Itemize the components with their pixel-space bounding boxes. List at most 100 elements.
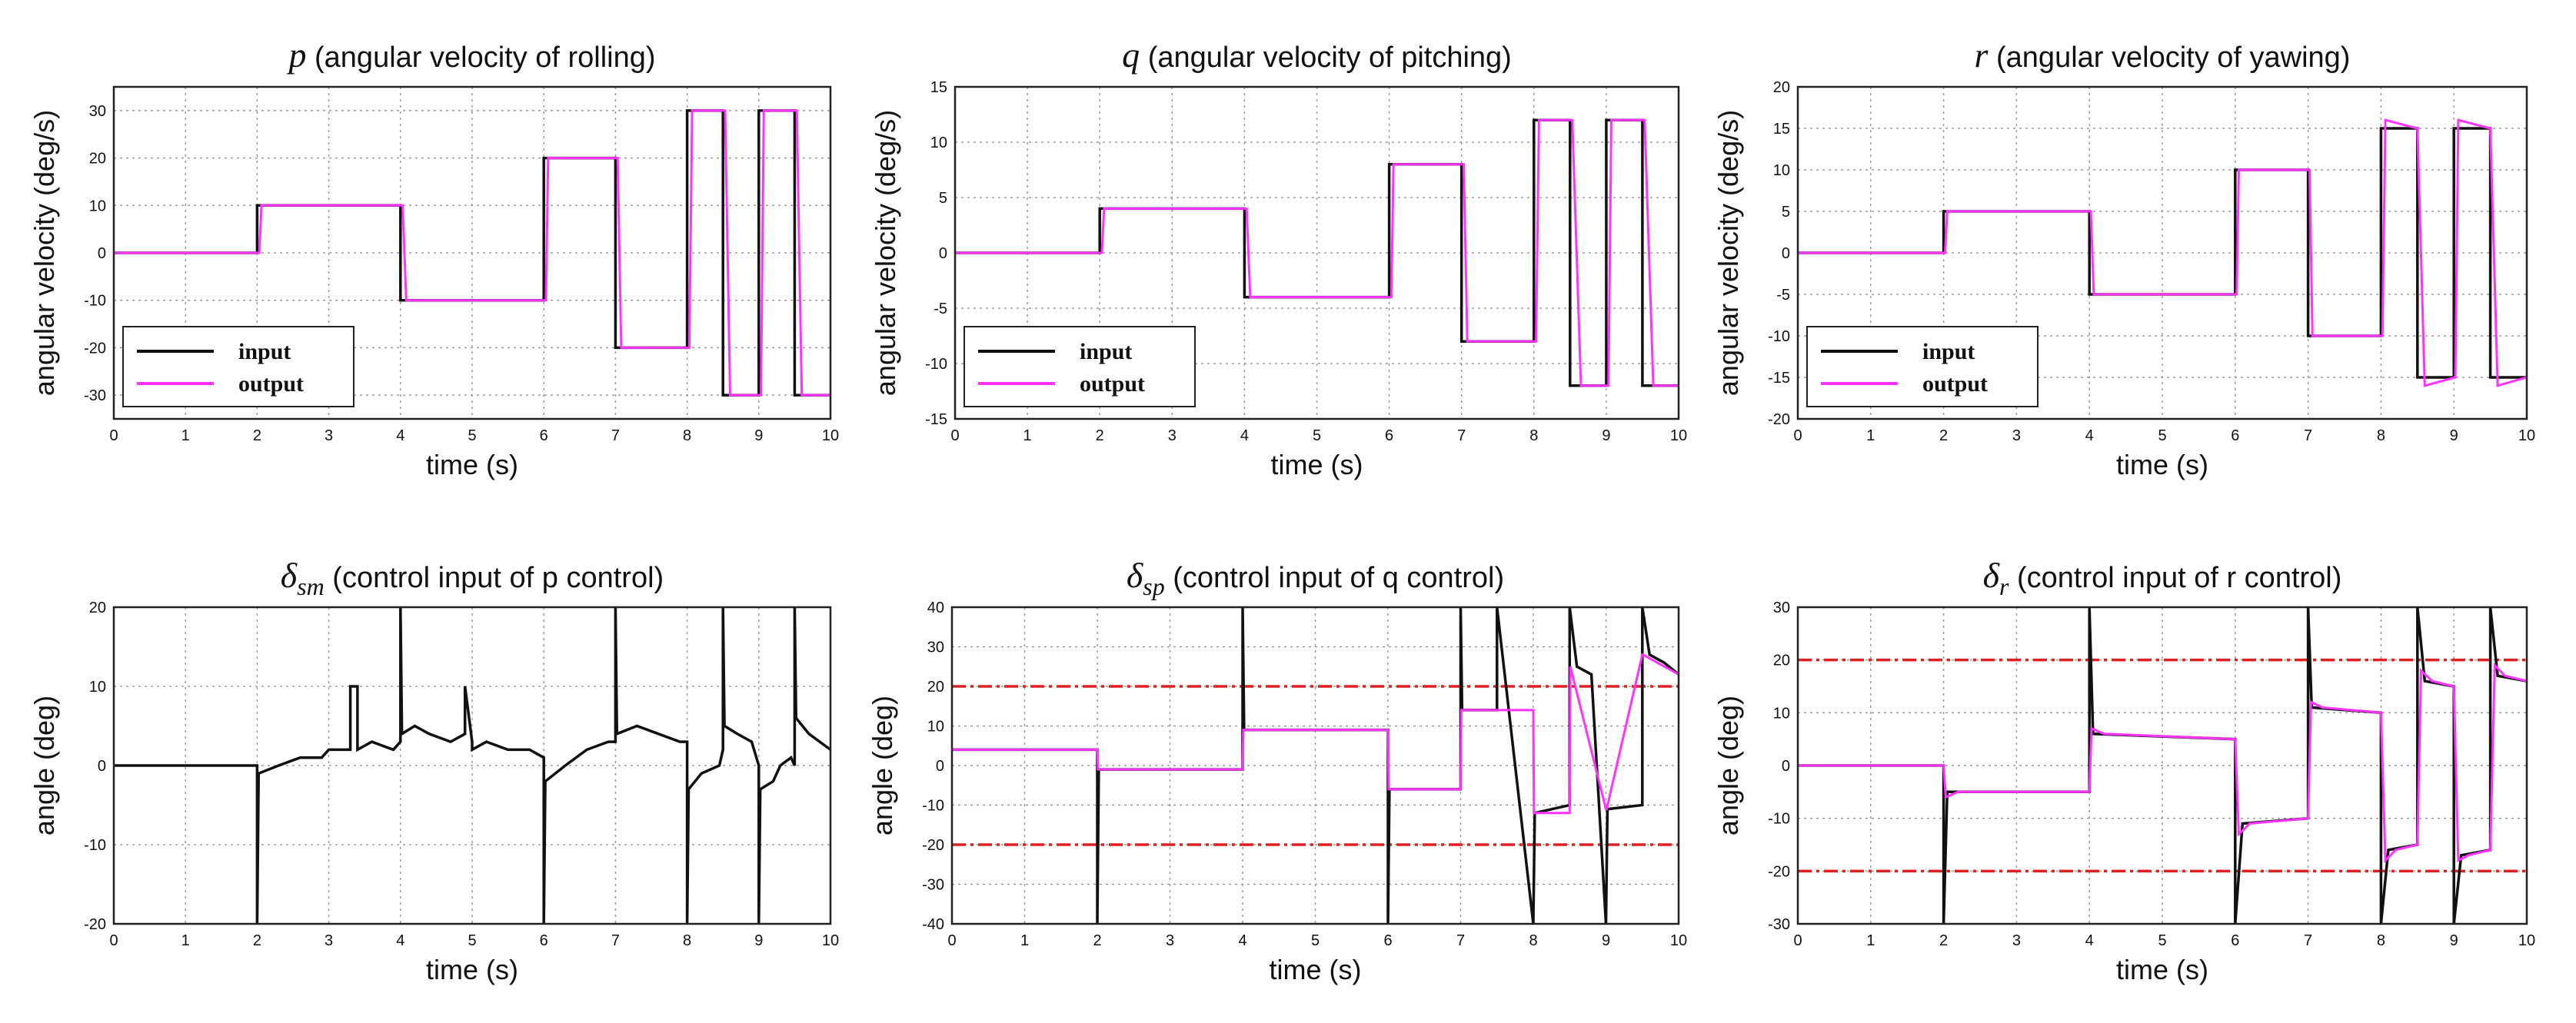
plot-frame (112, 606, 832, 925)
y-tick-label: -5 (934, 301, 947, 317)
x-tick-label: 9 (2450, 932, 2458, 949)
title-text: (angular velocity of pitching) (1140, 42, 1512, 74)
legend-box (1806, 326, 2039, 407)
y-axis-label: angular velocity (deg/s) (28, 110, 60, 396)
x-tick-label: 4 (1238, 932, 1246, 949)
series-group (1798, 607, 2527, 924)
series-group (114, 607, 830, 924)
x-tick-label: 10 (822, 932, 839, 949)
x-tick-label: 9 (1602, 932, 1610, 949)
chart-panel-4: 0 1 2 3 4 5 6 7 8 9 10 -20 -10 0 10 20 δsm (control inpu… (28, 556, 839, 985)
x-tick-label: 9 (754, 427, 763, 444)
plot-frame (112, 85, 832, 420)
x-tick-label: 10 (2518, 427, 2535, 444)
y-tick-label: 20 (89, 600, 106, 616)
y-tick-label: 10 (927, 719, 944, 736)
series-output-line (952, 653, 1679, 815)
x-tick-label: 8 (683, 427, 691, 444)
legend: input output (1806, 326, 2039, 407)
y-tick-label: 20 (89, 151, 106, 168)
title-subscript: sp (1143, 573, 1164, 600)
y-tick-label: 0 (98, 758, 106, 775)
legend-input-label: input (238, 339, 291, 364)
y-tick-label: 0 (1782, 245, 1790, 262)
x-tick-label: 0 (109, 427, 118, 444)
x-tick-label: 1 (1866, 932, 1875, 949)
x-tick-label: 9 (1602, 427, 1610, 444)
y-axis-label: angle (deg) (28, 696, 60, 835)
y-tick-label: 30 (1773, 600, 1790, 616)
legend-output-label: output (1922, 371, 1988, 397)
title-text: (control input of p control) (324, 562, 664, 594)
chart-title: p (angular velocity of rolling) (286, 35, 655, 75)
x-tick-label: 5 (2158, 427, 2166, 444)
series-output-line (114, 109, 830, 397)
x-tick-label: 10 (1670, 427, 1687, 444)
chart-panel-1: 0 1 2 3 4 5 6 7 8 9 10 -30 -20 -10 0 10 20 30 p (angular v… (28, 35, 839, 480)
x-tick-label: 9 (754, 932, 763, 949)
series-output-line (1798, 118, 2527, 387)
y-tick-label: 20 (1773, 653, 1790, 669)
chart-panel-3: 0 1 2 3 4 5 6 7 8 9 10 -20 -15 -10 -5 0 5 10 15 20 r (angula… (1712, 35, 2535, 480)
chart-title: δr (control input of r control) (1983, 556, 2342, 600)
x-tick-label: 4 (2085, 932, 2094, 949)
y-tick-label: -40 (922, 916, 944, 933)
x-tick-label: 2 (253, 427, 261, 444)
y-tick-label: 40 (927, 600, 944, 616)
y-tick-label: -15 (1768, 370, 1790, 387)
y-tick-label: 0 (98, 245, 106, 262)
title-text: (angular velocity of rolling) (306, 42, 655, 74)
y-tick-label: 20 (1773, 79, 1790, 96)
x-tick-label: 7 (1457, 427, 1466, 444)
y-tick-label: 5 (939, 190, 947, 207)
plot-frame (954, 85, 1680, 420)
x-tick-label: 0 (1793, 427, 1802, 444)
y-tick-label: -20 (922, 837, 944, 854)
plot-frame (1796, 85, 2528, 420)
y-tick-label: 5 (1782, 204, 1790, 221)
x-axis-label: time (s) (426, 449, 518, 480)
y-axis-label: angle (deg) (867, 696, 898, 835)
x-tick-label: 6 (2231, 427, 2239, 444)
y-tick-label: 20 (927, 679, 944, 696)
x-tick-label: 10 (2518, 932, 2535, 949)
y-tick-label: 0 (936, 758, 944, 775)
y-tick-label: 15 (930, 79, 947, 96)
x-tick-label: 0 (109, 932, 118, 949)
series-group (952, 607, 1679, 924)
y-tick-label: -5 (1776, 287, 1790, 304)
y-tick-label: -30 (84, 387, 106, 404)
title-text: (control input of r control) (2009, 562, 2341, 594)
title-symbol: p (286, 35, 306, 75)
y-tick-label: -10 (1768, 328, 1790, 345)
x-tick-label: 5 (1311, 932, 1320, 949)
x-tick-label: 10 (822, 427, 839, 444)
title-subscript: sm (297, 573, 324, 600)
x-tick-label: 3 (1168, 427, 1177, 444)
title-symbol: δ (1127, 556, 1143, 595)
x-tick-label: 3 (1166, 932, 1174, 949)
legend-input-label: input (1080, 339, 1132, 364)
x-tick-label: 7 (2304, 427, 2312, 444)
x-tick-label: 6 (2231, 932, 2239, 949)
x-tick-label: 6 (540, 427, 548, 444)
x-tick-label: 3 (324, 427, 333, 444)
chart-title: q (angular velocity of pitching) (1122, 35, 1512, 75)
series-input-line (952, 607, 1679, 924)
x-axis-label: time (s) (1271, 449, 1363, 480)
title-symbol: q (1122, 35, 1140, 75)
title-symbol: r (1975, 35, 1989, 75)
chart-title: r (angular velocity of yawing) (1975, 35, 2351, 75)
legend-box (964, 326, 1196, 407)
chart-panel-5: 0 1 2 3 4 5 6 7 8 9 10 -40 -30 -20 -10 0 10 20 30 40 δsp (co… (867, 556, 1687, 985)
chart-panel-6: 0 1 2 3 4 5 6 7 8 9 10 -30 -20 -10 0 10 20 30 δr (control … (1712, 556, 2535, 985)
x-tick-label: 7 (611, 427, 620, 444)
y-tick-label: -20 (84, 340, 106, 357)
x-tick-label: 6 (1383, 932, 1392, 949)
x-tick-label: 0 (947, 932, 956, 949)
y-tick-label: 0 (939, 245, 947, 262)
x-tick-label: 4 (396, 427, 404, 444)
x-tick-label: 3 (324, 932, 333, 949)
x-axis-label: time (s) (426, 954, 518, 985)
x-tick-label: 0 (1793, 932, 1802, 949)
